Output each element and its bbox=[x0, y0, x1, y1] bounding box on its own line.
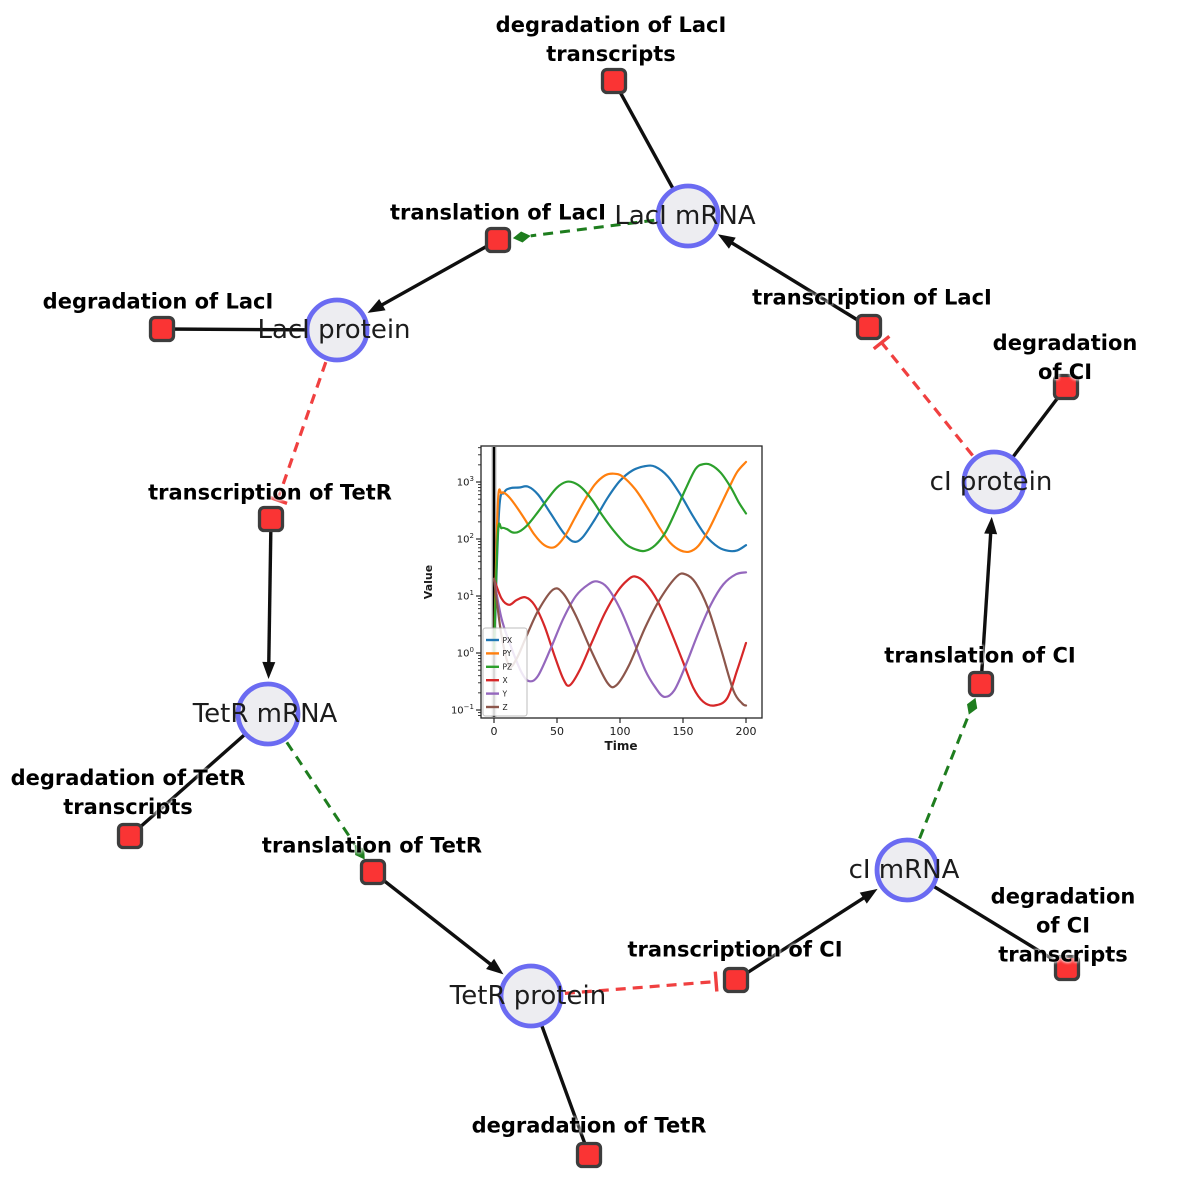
series-line-Z bbox=[492, 572, 748, 707]
arrow-edge-translation-of-ci-to-ci-protein bbox=[979, 516, 998, 685]
axes-box bbox=[480, 445, 763, 719]
x-tick-label: 0 bbox=[491, 725, 498, 738]
series-line-PZ bbox=[492, 462, 748, 655]
legend-label-X: X bbox=[503, 676, 508, 685]
y-tick-label: 103 bbox=[457, 475, 474, 489]
reaction-node-degradation-of-tetr-transcripts[interactable] bbox=[116, 822, 144, 850]
reaction-nodes-layer bbox=[116, 67, 1081, 1169]
y-tick-label: 102 bbox=[457, 532, 474, 546]
legend-label-PY: PY bbox=[503, 649, 512, 658]
arrow-edge-translation-of-tetr-to-tetr-protein bbox=[371, 870, 504, 975]
species-node-ci-mrna[interactable] bbox=[874, 837, 940, 903]
species-node-tetr-mrna[interactable] bbox=[235, 681, 301, 747]
modifier-arrow-edge-ci-mrna-to-translation-of-ci bbox=[905, 697, 978, 871]
chart-legend: PX PY PZ XYZ bbox=[482, 627, 528, 717]
x-tick-label: 100 bbox=[610, 725, 631, 738]
reaction-node-degradation-of-ci[interactable] bbox=[1052, 373, 1080, 401]
y-tick-label: 100 bbox=[457, 646, 474, 660]
arrow-edge-transcription-of-tetr-to-tetr-mrna bbox=[262, 518, 276, 680]
reaction-node-degradation-of-laci[interactable] bbox=[148, 315, 176, 343]
timeseries-chart: 0 50 100 150 200 103 102 101 100 10−1 PX PY PZ XYZ Ti… bbox=[422, 445, 763, 753]
species-node-laci-mrna[interactable] bbox=[655, 183, 721, 249]
arrow-edge-transcription-of-laci-to-laci-mrna bbox=[717, 234, 870, 329]
y-axis-label: Value bbox=[422, 565, 435, 599]
reaction-node-degradation-of-ci-transcripts[interactable] bbox=[1053, 954, 1081, 982]
reaction-node-translation-of-tetr[interactable] bbox=[359, 858, 387, 886]
plot-series-layer bbox=[492, 460, 748, 707]
series-line-Y bbox=[492, 571, 748, 699]
x-tick-label: 50 bbox=[550, 725, 564, 738]
legend-label-PZ: PZ bbox=[503, 663, 513, 672]
species-node-tetr-protein[interactable] bbox=[498, 963, 564, 1029]
reaction-node-transcription-of-tetr[interactable] bbox=[257, 505, 285, 533]
reaction-node-transcription-of-laci[interactable] bbox=[855, 313, 883, 341]
species-nodes-layer bbox=[235, 183, 1027, 1029]
reaction-node-translation-of-ci[interactable] bbox=[967, 670, 995, 698]
reaction-node-degradation-of-laci-transcripts[interactable] bbox=[600, 67, 628, 95]
species-node-laci-protein[interactable] bbox=[304, 297, 370, 363]
x-tick-label: 200 bbox=[736, 725, 757, 738]
legend-label-Y: Y bbox=[502, 689, 508, 698]
legend-label-PX: PX bbox=[503, 636, 513, 645]
y-tick-label: 101 bbox=[457, 589, 474, 603]
x-axis-label: Time bbox=[605, 739, 638, 753]
reaction-node-translation-of-laci[interactable] bbox=[484, 226, 512, 254]
reaction-node-transcription-of-ci[interactable] bbox=[722, 966, 750, 994]
reaction-node-degradation-of-tetr[interactable] bbox=[575, 1141, 603, 1169]
series-line-X bbox=[492, 575, 748, 707]
series-line-PY bbox=[492, 460, 748, 655]
arrow-edge-transcription-of-ci-to-ci-mrna bbox=[735, 888, 878, 982]
inhibition-tbar-edge-tetr-protein-to-transcription-of-ci bbox=[530, 971, 719, 998]
legend-label-Z: Z bbox=[503, 703, 508, 712]
inhibition-tbar-edge-ci-protein-to-transcription-of-laci bbox=[872, 334, 996, 484]
arrow-edge-translation-of-laci-to-laci-protein bbox=[367, 238, 499, 313]
y-tick-label: 10−1 bbox=[451, 703, 474, 717]
inhibition-tbar-edge-laci-protein-to-transcription-of-tetr bbox=[267, 329, 339, 506]
x-tick-label: 150 bbox=[673, 725, 694, 738]
species-node-ci-protein[interactable] bbox=[961, 449, 1027, 515]
